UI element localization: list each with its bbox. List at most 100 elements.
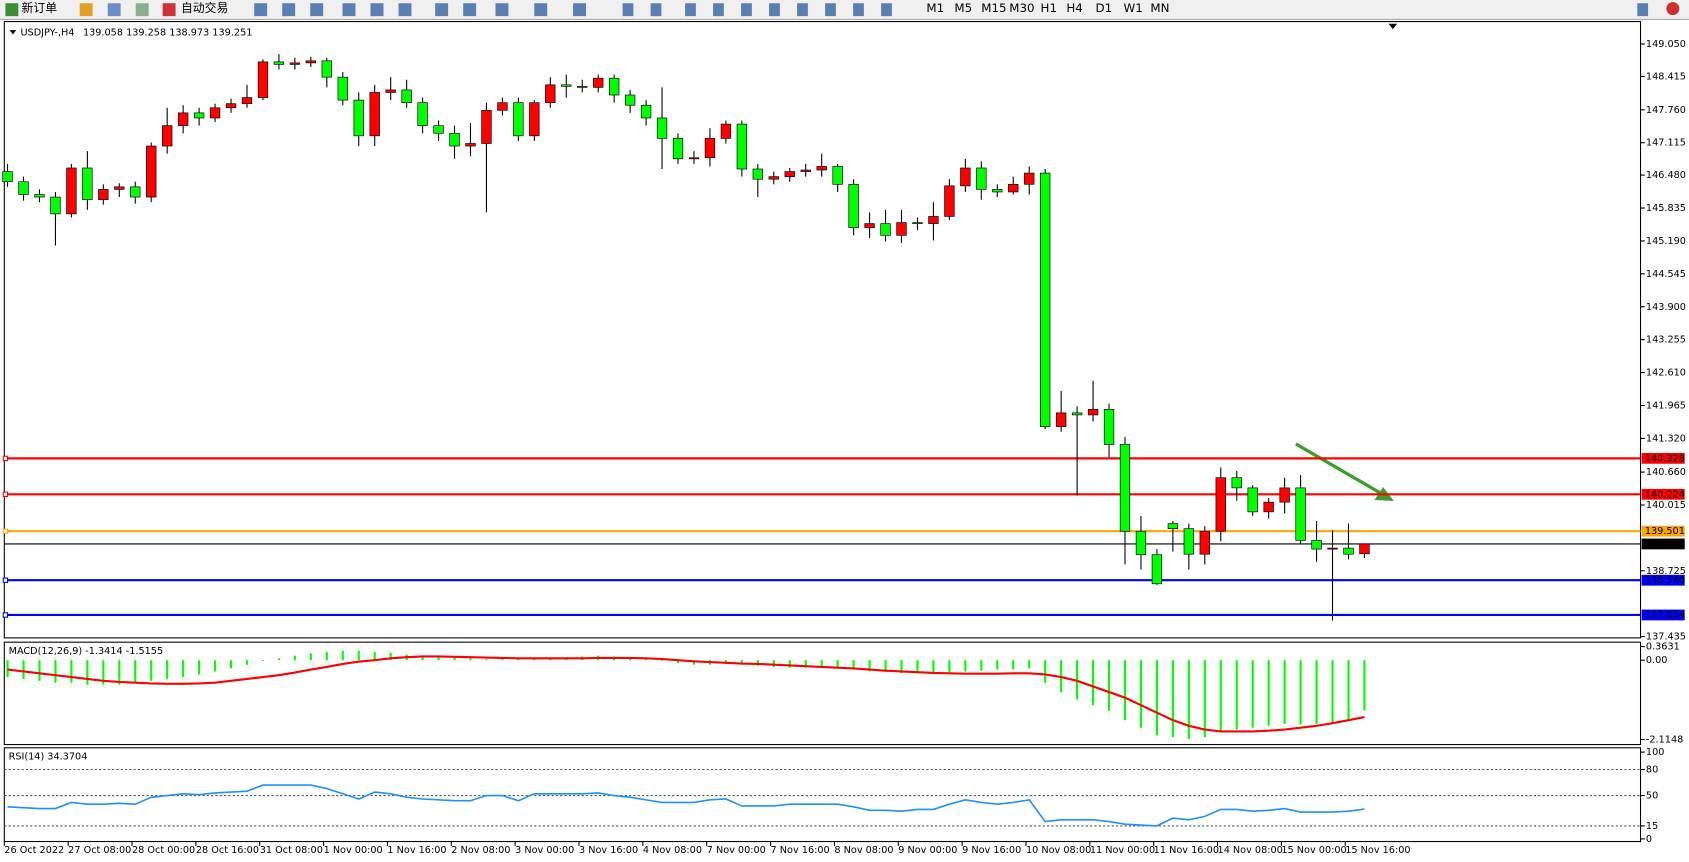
candle-body bbox=[449, 132, 460, 147]
timeframe-button[interactable]: W1 bbox=[1123, 1, 1142, 15]
candle-body bbox=[1055, 412, 1067, 427]
tool-icon[interactable] bbox=[398, 3, 412, 17]
tool-icon[interactable] bbox=[650, 3, 662, 17]
macd-bar bbox=[437, 656, 440, 661]
candle-body bbox=[816, 166, 827, 171]
autotrade-icon[interactable] bbox=[162, 3, 176, 17]
level-label-box bbox=[1641, 488, 1685, 500]
candle-body bbox=[513, 102, 524, 137]
macd-bar bbox=[421, 655, 424, 661]
timeframe-button[interactable]: H1 bbox=[1041, 1, 1057, 15]
tool-icon[interactable] bbox=[370, 3, 384, 17]
y-tick-label: 144.545 bbox=[1646, 269, 1686, 280]
tool-icon[interactable] bbox=[135, 3, 149, 17]
candle-body bbox=[273, 61, 285, 65]
macd-bar bbox=[836, 660, 839, 669]
macd-bar bbox=[884, 660, 887, 673]
tool-icon[interactable] bbox=[79, 3, 93, 17]
x-tick-label: 3 Nov 00:00 bbox=[515, 845, 574, 856]
candle-body bbox=[1071, 412, 1083, 416]
macd-bar bbox=[1251, 660, 1254, 728]
candle-body bbox=[577, 86, 588, 88]
macd-bar bbox=[22, 660, 25, 679]
x-tick-label: 9 Nov 16:00 bbox=[962, 845, 1021, 856]
candle-body bbox=[1103, 408, 1115, 445]
tool-icon[interactable] bbox=[435, 3, 449, 17]
candle-body bbox=[1343, 547, 1354, 555]
search-icon[interactable] bbox=[1637, 3, 1649, 17]
tool-icon[interactable] bbox=[797, 3, 808, 17]
tool-icon[interactable] bbox=[534, 3, 548, 17]
candle-body bbox=[960, 167, 971, 187]
y-tick-label: 147.760 bbox=[1646, 105, 1686, 116]
tool-icon[interactable] bbox=[622, 3, 634, 17]
candle-body bbox=[1359, 543, 1370, 555]
candle-body bbox=[1327, 547, 1338, 550]
candle-body bbox=[193, 112, 205, 119]
tool-icon[interactable] bbox=[741, 3, 752, 17]
tool-icon[interactable] bbox=[573, 3, 586, 17]
macd-bar bbox=[964, 660, 967, 672]
candle-body bbox=[130, 186, 141, 198]
timeframe-button[interactable]: D1 bbox=[1095, 1, 1112, 15]
macd-bar bbox=[485, 659, 488, 661]
chart-title: USDJPY-,H4 bbox=[20, 27, 74, 38]
y-tick-label: 149.050 bbox=[1646, 39, 1686, 50]
tool-icon[interactable] bbox=[825, 3, 836, 17]
tool-icon[interactable] bbox=[107, 3, 121, 17]
candle-body bbox=[624, 94, 636, 106]
macd-bar bbox=[501, 659, 504, 661]
y-tick-label: 100 bbox=[1646, 747, 1664, 758]
timeframe-button[interactable]: MN bbox=[1150, 1, 1169, 15]
candle-body bbox=[1183, 528, 1195, 555]
macd-bar bbox=[1107, 660, 1111, 711]
timeframe-button[interactable]: M5 bbox=[954, 1, 972, 15]
tool-icon[interactable] bbox=[853, 3, 864, 17]
level-label-box bbox=[1641, 574, 1685, 586]
tool-icon[interactable] bbox=[685, 3, 696, 17]
tool-icon[interactable] bbox=[342, 3, 356, 17]
notification-icon[interactable] bbox=[1666, 2, 1680, 16]
macd-bar bbox=[54, 660, 57, 683]
tool-icon[interactable] bbox=[713, 3, 724, 17]
tool-icon[interactable] bbox=[282, 3, 296, 17]
macd-bar bbox=[453, 657, 456, 661]
candle-body bbox=[82, 167, 93, 200]
autotrade-button[interactable]: 自动交易 bbox=[181, 1, 228, 15]
tool-icon[interactable] bbox=[254, 3, 268, 17]
tool-icon[interactable] bbox=[310, 3, 324, 17]
candle-body bbox=[401, 89, 412, 103]
tool-icon[interactable] bbox=[495, 3, 509, 17]
y-tick-label: 145.190 bbox=[1646, 236, 1686, 247]
macd-bar bbox=[469, 658, 472, 661]
new-order-button[interactable]: 新订单 bbox=[22, 1, 58, 15]
candle-body bbox=[50, 196, 61, 215]
macd-bar bbox=[229, 660, 233, 669]
macd-bar bbox=[932, 660, 935, 674]
timeframe-button[interactable]: H4 bbox=[1066, 1, 1082, 15]
tool-icon[interactable] bbox=[769, 3, 780, 17]
macd-bar bbox=[166, 660, 169, 679]
x-tick-label: 15 Nov 00:00 bbox=[1281, 845, 1346, 856]
candle-body bbox=[353, 99, 364, 137]
macd-bar bbox=[1028, 660, 1031, 669]
macd-bar bbox=[900, 660, 903, 674]
macd-bar bbox=[996, 660, 999, 670]
y-tick-label: 142.610 bbox=[1646, 368, 1686, 379]
tool-icon[interactable] bbox=[463, 3, 477, 17]
ohlc-readout: 139.058 139.258 138.973 139.251 bbox=[83, 27, 252, 38]
new-order-icon[interactable] bbox=[5, 3, 19, 17]
macd-bar bbox=[1299, 660, 1302, 725]
timeframe-button[interactable]: M30 bbox=[1009, 1, 1034, 15]
macd-title: MACD(12,26,9) -1.3414 -1.5155 bbox=[9, 646, 164, 657]
macd-bar bbox=[277, 658, 280, 661]
candle-body bbox=[736, 123, 748, 170]
candle-body bbox=[177, 112, 189, 126]
tool-icon[interactable] bbox=[881, 3, 892, 17]
macd-bar bbox=[1283, 660, 1286, 724]
macd-bar bbox=[1235, 660, 1238, 730]
symbol-menu[interactable] bbox=[9, 30, 17, 35]
timeframe-button[interactable]: M15 bbox=[981, 1, 1006, 15]
timeframe-button[interactable]: M1 bbox=[926, 1, 944, 15]
candle-body bbox=[225, 103, 237, 109]
